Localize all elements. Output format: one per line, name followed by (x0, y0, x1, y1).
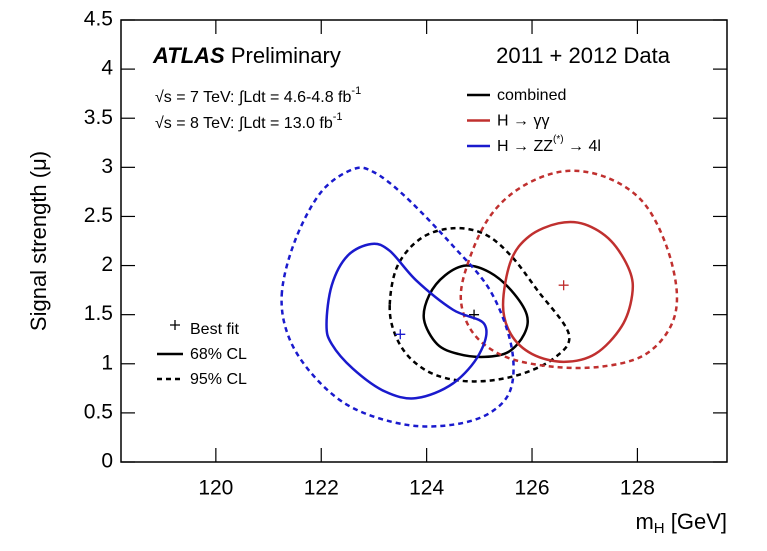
energy-line: √s = 8 TeV: ∫Ldt = 13.0 fb-1 (155, 111, 343, 132)
atlas-label: ATLAS Preliminary (152, 43, 341, 68)
x-tick-label: 128 (620, 477, 655, 500)
legend-label: Best fit (190, 321, 239, 338)
y-tick-label: 2 (101, 253, 113, 276)
x-tick-label: 124 (409, 477, 444, 500)
y-tick-label: 4.5 (84, 8, 113, 31)
status: Preliminary (231, 43, 341, 68)
legend-label: H → γγ (497, 113, 549, 130)
legend-best-fit-marker (170, 320, 180, 330)
plot-frame (120, 19, 728, 463)
y-tick-label: 0.5 (84, 400, 113, 423)
x-label-sub: H (654, 520, 665, 537)
y-tick-label: 3.5 (84, 106, 113, 129)
legend-label: 68% CL (190, 346, 247, 363)
x-label-main: m (635, 509, 653, 534)
legend-name: H → γγ (497, 113, 549, 130)
best-fit-marker (558, 280, 569, 291)
contour-cl68 (501, 220, 635, 364)
y-tick-label: 4 (101, 57, 113, 80)
data-label: 2011 + 2012 Data (496, 43, 671, 68)
energy-line: √s = 7 TeV: ∫Ldt = 4.6-4.8 fb-1 (155, 85, 361, 106)
legend-name: combined (497, 87, 566, 104)
y-tick-label: 1 (101, 351, 113, 374)
legend-label: 95% CL (190, 371, 247, 388)
y-tick-label: 0 (101, 450, 113, 473)
energy-sup: -1 (333, 111, 343, 123)
best-fit-marker (395, 329, 406, 340)
y-tick-label: 1.5 (84, 302, 113, 325)
energy-sup: -1 (351, 85, 361, 97)
y-axis-label: Signal strength (μ) (26, 151, 51, 331)
x-tick-label: 122 (304, 477, 339, 500)
energy-text: √s = 8 TeV: ∫Ldt = 13.0 fb (155, 115, 333, 132)
legend-label: combined (497, 87, 566, 104)
legend-name-sup: (*) (553, 134, 564, 145)
y-tick-label: 2.5 (84, 204, 113, 227)
x-tick-label: 126 (515, 477, 550, 500)
contour-cl95 (280, 166, 515, 428)
x-axis-label: mH [GeV] (635, 509, 727, 537)
energy-text: √s = 7 TeV: ∫Ldt = 4.6-4.8 fb (155, 89, 352, 106)
legend-name: H → ZZ (497, 138, 553, 155)
y-tick-label: 3 (101, 155, 113, 178)
legend-label: H → ZZ(*) → 4l (497, 134, 601, 156)
x-label-rest: [GeV] (665, 509, 727, 534)
contour-cl68 (325, 242, 488, 400)
x-tick-label: 120 (198, 477, 233, 500)
contour-cl95 (459, 169, 679, 370)
experiment: ATLAS (152, 43, 225, 68)
contour-cl68 (422, 264, 529, 359)
legend-name-rest: → 4l (564, 138, 601, 155)
